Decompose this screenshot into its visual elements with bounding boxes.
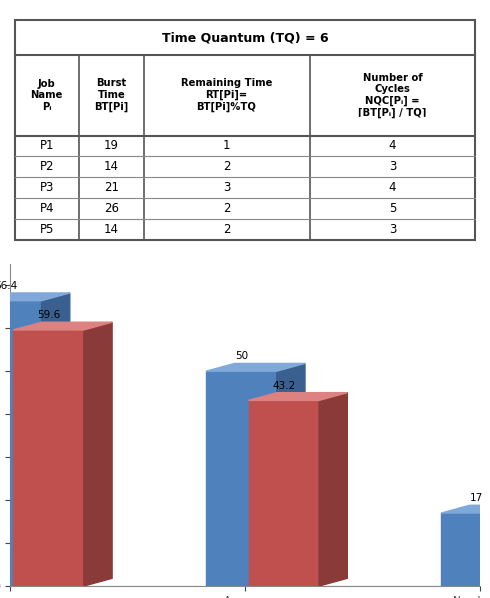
Text: 19: 19 (104, 139, 119, 152)
Text: P3: P3 (40, 181, 54, 194)
Text: 59.6: 59.6 (37, 310, 60, 320)
Text: 43.2: 43.2 (272, 380, 295, 390)
Text: 4: 4 (389, 181, 396, 194)
Text: 3: 3 (389, 222, 396, 236)
Text: 50: 50 (235, 351, 248, 361)
Polygon shape (484, 535, 490, 543)
Text: 3: 3 (223, 181, 230, 194)
Polygon shape (0, 293, 70, 301)
Text: 5: 5 (389, 202, 396, 215)
Bar (13, 330, 84, 586)
Polygon shape (84, 322, 112, 586)
Text: 3: 3 (389, 160, 396, 173)
Text: P5: P5 (40, 222, 54, 236)
Text: Time Quantum (TQ) = 6: Time Quantum (TQ) = 6 (162, 31, 328, 44)
Polygon shape (319, 393, 347, 586)
Polygon shape (248, 393, 347, 401)
Polygon shape (277, 364, 305, 586)
Text: Remaining Time
RT[Pi]=
BT[Pi]%TQ: Remaining Time RT[Pi]= BT[Pi]%TQ (181, 78, 272, 112)
Text: 14: 14 (104, 222, 119, 236)
Bar (441, 513, 490, 586)
Text: 66.4: 66.4 (0, 281, 18, 291)
Text: 2: 2 (223, 222, 230, 236)
Polygon shape (441, 505, 490, 513)
Text: Number of
Cycles
NQC[Pᵢ] =
⌈BT[Pᵢ] / TQ⌉: Number of Cycles NQC[Pᵢ] = ⌈BT[Pᵢ] / TQ⌉ (358, 72, 427, 118)
Text: Burst
Time
BT[Pi]: Burst Time BT[Pi] (94, 78, 128, 112)
Text: 2: 2 (223, 202, 230, 215)
Bar (206, 371, 277, 586)
Text: P4: P4 (40, 202, 54, 215)
Text: Job
Name
Pᵢ: Job Name Pᵢ (30, 78, 63, 112)
Text: P1: P1 (40, 139, 54, 152)
Text: 1: 1 (223, 139, 230, 152)
Text: 26: 26 (104, 202, 119, 215)
Bar (248, 401, 319, 586)
Polygon shape (42, 293, 70, 586)
Polygon shape (13, 322, 112, 330)
Bar (484, 543, 490, 586)
Text: 2: 2 (223, 160, 230, 173)
Bar (0, 301, 42, 586)
Polygon shape (206, 364, 305, 371)
Text: 21: 21 (104, 181, 119, 194)
Text: 4: 4 (389, 139, 396, 152)
Text: 17: 17 (470, 493, 483, 503)
Text: P2: P2 (40, 160, 54, 173)
Text: 14: 14 (104, 160, 119, 173)
